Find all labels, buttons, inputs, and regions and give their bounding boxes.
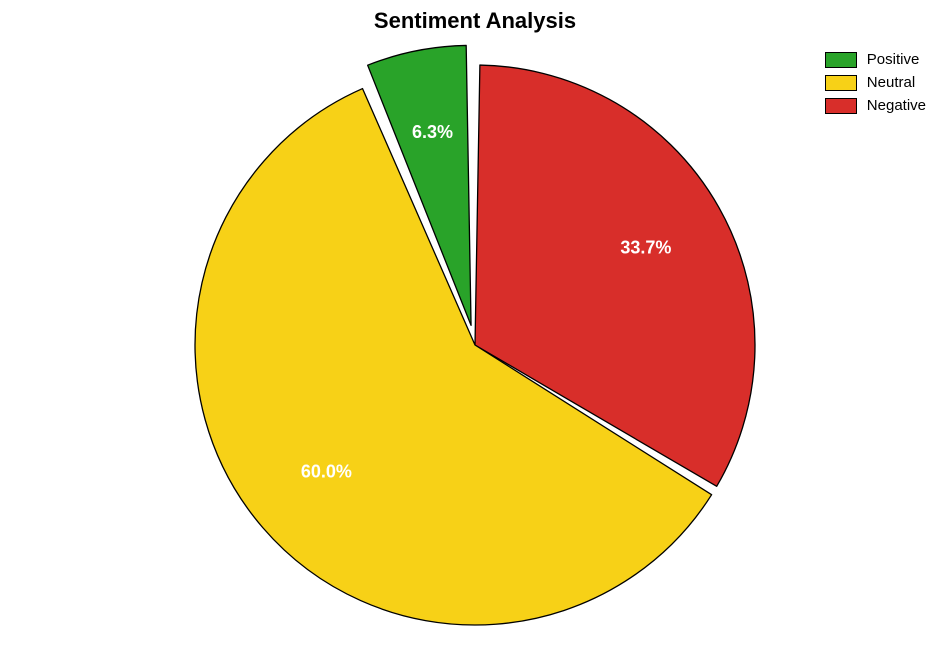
legend-swatch-neutral <box>825 75 857 91</box>
slice-label-neutral: 60.0% <box>301 462 352 482</box>
sentiment-pie-chart: Sentiment Analysis 33.7% 60.0% 6.3% Positi… <box>0 0 950 662</box>
legend-swatch-negative <box>825 98 857 114</box>
legend: Positive Neutral Negative <box>825 48 926 117</box>
legend-item-negative: Negative <box>825 94 926 117</box>
pie-svg: 33.7% 60.0% 6.3% <box>0 0 950 662</box>
chart-title: Sentiment Analysis <box>0 8 950 34</box>
slice-label-negative: 33.7% <box>620 238 671 258</box>
legend-label-positive: Positive <box>867 51 920 68</box>
legend-item-neutral: Neutral <box>825 71 926 94</box>
legend-label-neutral: Neutral <box>867 74 915 91</box>
slice-label-positive: 6.3% <box>412 122 453 142</box>
legend-item-positive: Positive <box>825 48 926 71</box>
legend-label-negative: Negative <box>867 97 926 114</box>
legend-swatch-positive <box>825 52 857 68</box>
